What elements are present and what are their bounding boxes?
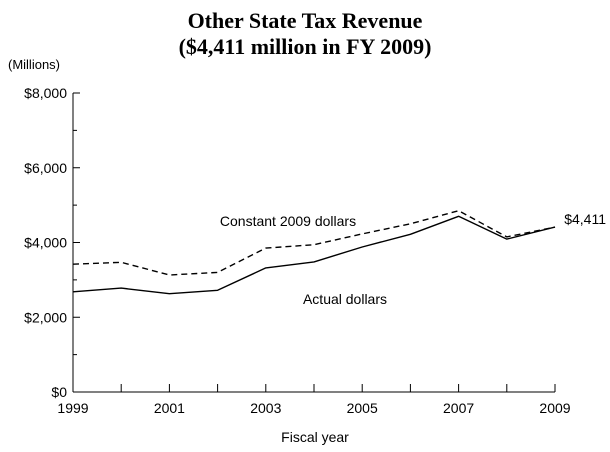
y-tick-label: $0 [51,384,67,400]
y-tick-label: $8,000 [24,85,67,101]
series-layer [72,209,556,295]
chart-title: Other State Tax Revenue [188,8,423,33]
axes: $0 $2,000 $4,000 $6,000 $8,000 1999 2001 2003 20… [24,85,571,416]
x-tick-label: 1999 [57,400,88,416]
actual-dollars-line [72,215,556,295]
y-tick-label: $6,000 [24,160,67,176]
y-axis-unit-label: (Millions) [8,57,60,72]
x-axis-label: Fiscal year [281,429,349,445]
labels-layer: Constant 2009 dollars Actual dollars $4,41… [220,211,606,307]
x-tick-label: 2003 [250,400,281,416]
x-tick-label: 2005 [347,400,378,416]
end-value-label: $4,411 [564,211,606,227]
chart-subtitle: ($4,411 million in FY 2009) [179,34,432,59]
actual-dollars-label: Actual dollars [303,291,387,307]
constant-dollars-label: Constant 2009 dollars [220,213,356,229]
y-tick-label: $4,000 [24,235,67,251]
x-tick-label: 2001 [154,400,185,416]
x-tick-label: 2009 [539,400,570,416]
y-tick-label: $2,000 [24,309,67,325]
x-tick-label: 2007 [443,400,474,416]
constant-dollars-line [72,209,556,276]
